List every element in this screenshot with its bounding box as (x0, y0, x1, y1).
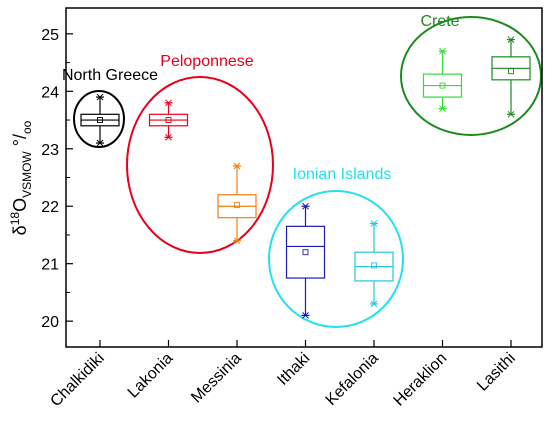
x-tick-label: Kefalonia (323, 350, 382, 409)
group-ellipse (73, 90, 125, 148)
y-axis-title-part: oo (20, 120, 34, 134)
boxes-layer (80, 36, 531, 319)
y-tick-label: 25 (41, 27, 59, 44)
mean-marker (508, 68, 514, 75)
extreme-marker (507, 36, 515, 43)
y-axis-title-part: VSMOW (20, 151, 34, 198)
group-label: North Greece (62, 67, 158, 84)
x-tick-label: Heraklion (391, 350, 451, 410)
extreme-marker (96, 139, 104, 147)
group-ellipse (268, 190, 404, 328)
group-ellipse (126, 76, 274, 254)
box-heraklion (422, 47, 463, 112)
box-kefalonia (354, 220, 394, 308)
y-axis-title-part: O (10, 198, 30, 212)
extreme-marker (96, 93, 104, 101)
extreme-marker (302, 202, 309, 210)
group-label: Peloponnese (160, 53, 254, 70)
mean-marker (371, 262, 377, 269)
extreme-marker (507, 110, 515, 118)
mean-marker (439, 82, 446, 89)
group-ellipses (73, 16, 542, 328)
extreme-marker (165, 133, 172, 141)
y-tick-label: 21 (41, 257, 59, 274)
y-axis: 20 21 22 23 24 25 (41, 27, 73, 331)
y-axis-title-part: δ (10, 225, 30, 235)
group-label: Crete (420, 13, 459, 30)
group-label: Ionian Islands (293, 166, 392, 183)
extreme-marker (165, 99, 172, 107)
box-lasithi (491, 36, 531, 118)
box-messinia (217, 162, 257, 245)
extreme-marker (439, 105, 446, 112)
mean-marker (165, 117, 172, 123)
iqr-box (285, 225, 326, 279)
x-tick-label: Lakonia (125, 350, 177, 402)
extreme-marker (370, 220, 378, 227)
y-axis-title-part: 18 (8, 212, 22, 226)
y-tick-label: 22 (41, 199, 59, 216)
y-tick-label: 20 (41, 314, 59, 331)
box-ithaki (285, 202, 326, 319)
x-tick-label: Messinia (188, 350, 245, 407)
y-axis-title: δ18OVSMOW °/oo (8, 120, 34, 235)
x-tick-label: Chalkidiki (47, 350, 107, 410)
extreme-marker (233, 162, 241, 170)
x-tick-label: Lasithi (474, 350, 519, 395)
y-tick-label: 23 (41, 142, 59, 159)
extreme-marker (233, 237, 241, 245)
group-ellipse (400, 16, 542, 136)
extreme-marker (370, 300, 378, 308)
y-axis-title-part: °/ (10, 134, 30, 151)
x-tick-label: Ithaki (274, 350, 313, 389)
y-tick-label: 24 (41, 84, 59, 101)
mean-marker (97, 117, 103, 123)
box-lakonia (148, 99, 189, 141)
x-axis: Chalkidiki Lakonia Messinia Ithaki Kefalonia… (47, 340, 519, 410)
mean-marker (234, 202, 240, 209)
mean-marker (302, 249, 309, 256)
extreme-marker (302, 312, 309, 319)
extreme-marker (439, 47, 446, 55)
box-chalkidiki (80, 93, 120, 147)
